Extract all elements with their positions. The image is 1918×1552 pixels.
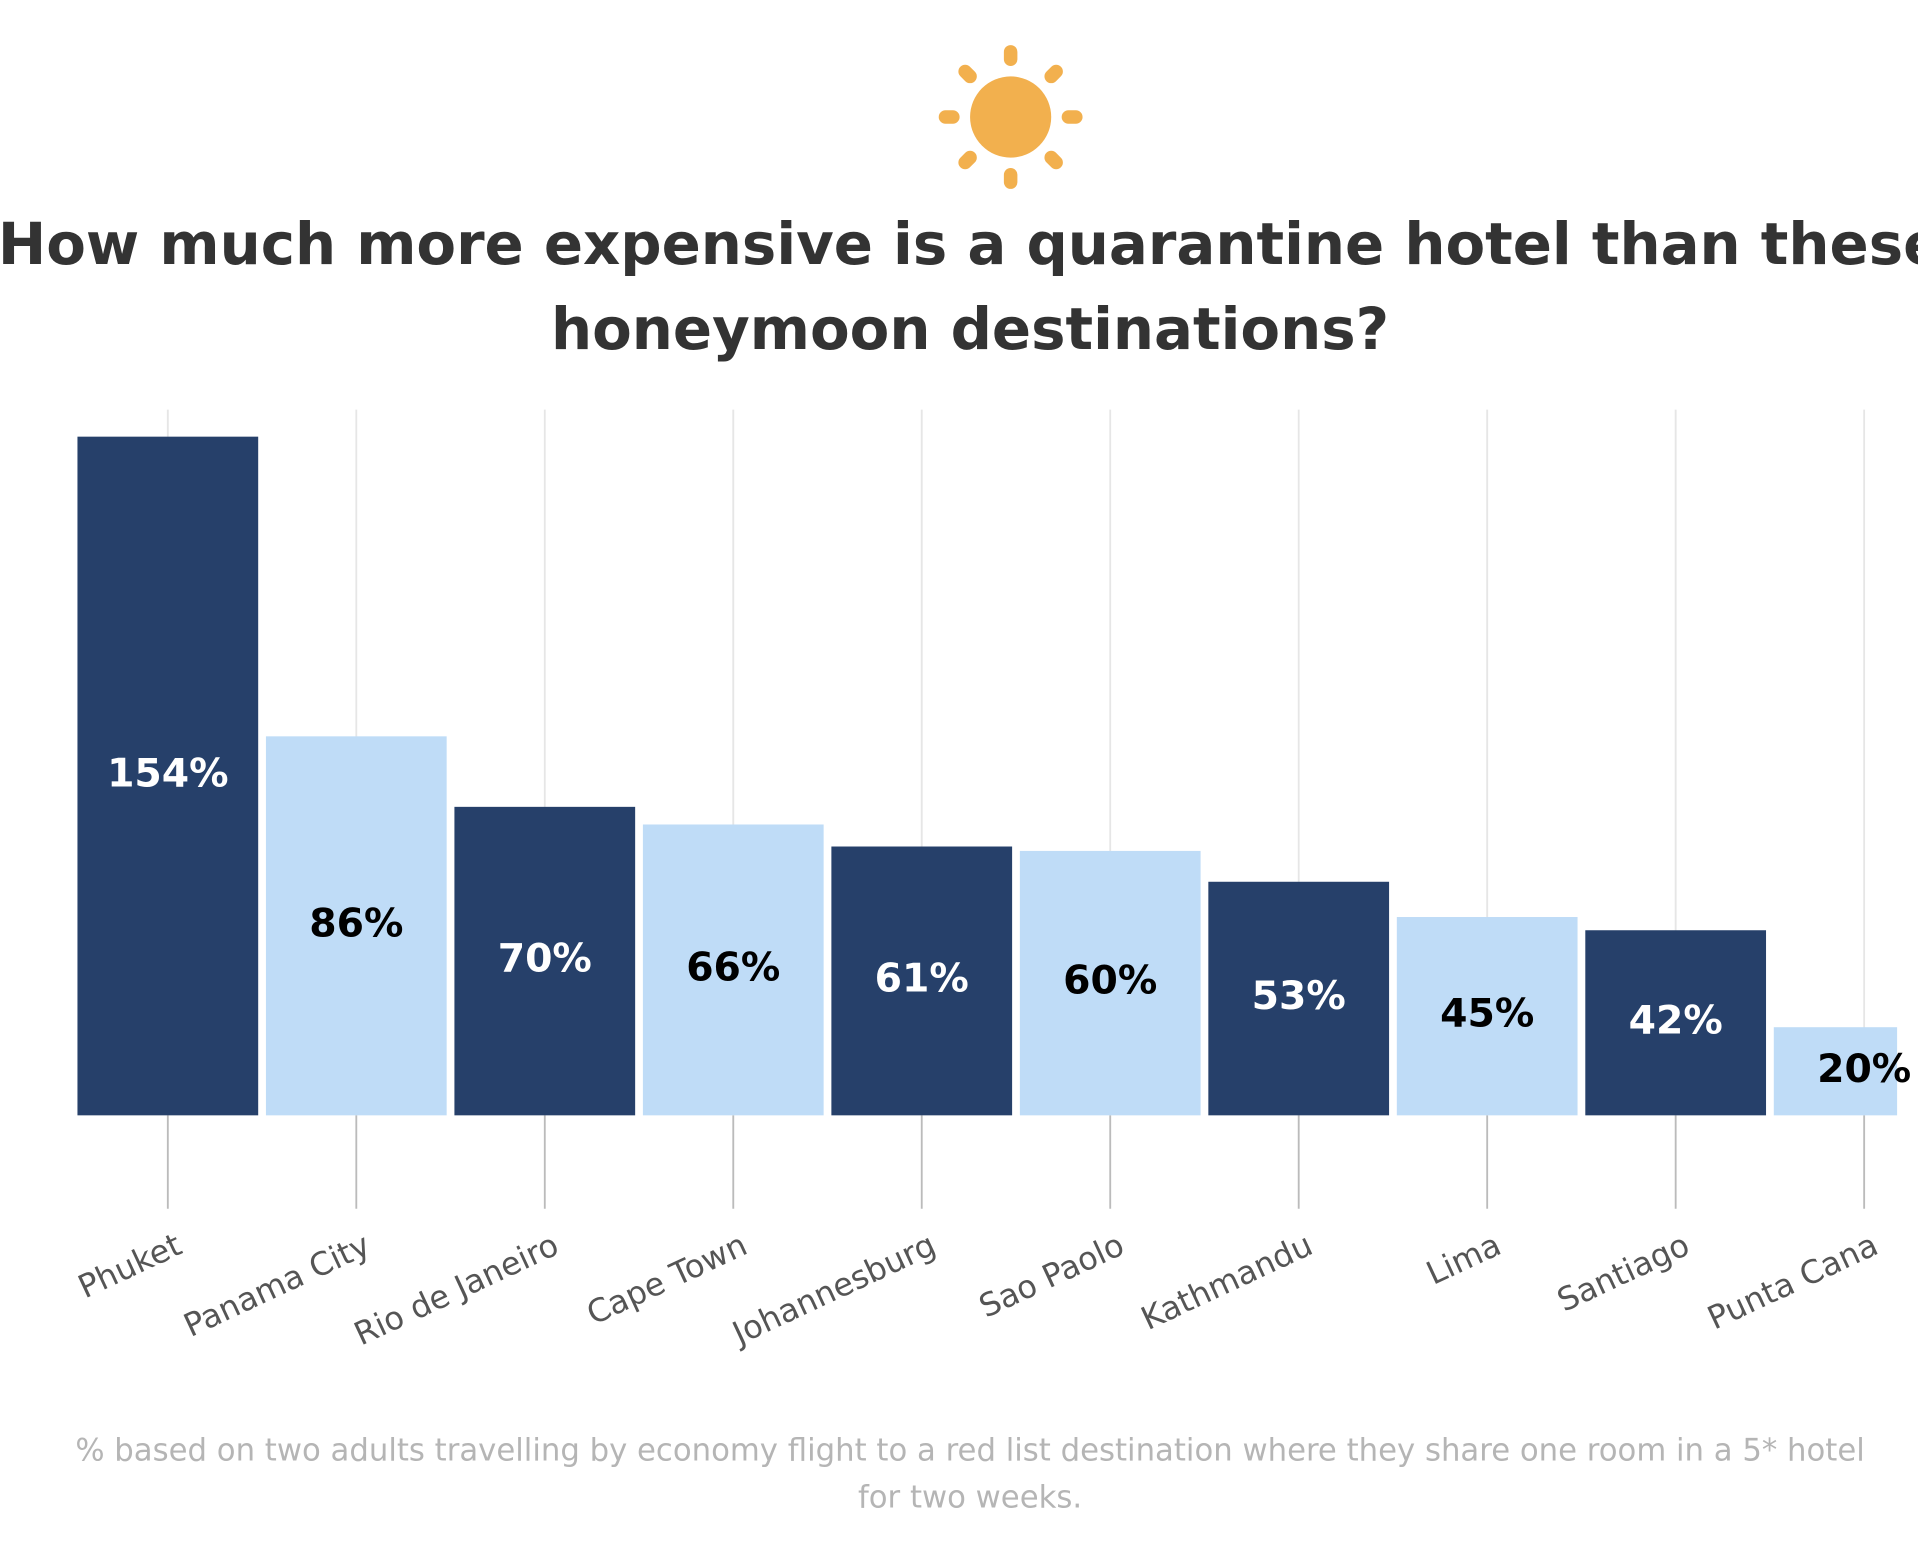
chart-title: honeymoon destinations? [551,295,1389,363]
value-label: 45% [1440,991,1534,1037]
footnote: for two weeks. [858,1479,1082,1515]
bar [1585,930,1767,1116]
sun-icon [938,45,1083,189]
footnote: % based on two adults travelling by econ… [75,1433,1864,1469]
sun-ray [958,64,977,84]
bar [454,806,636,1116]
sun-disc [970,76,1052,158]
value-label: 154% [107,751,229,797]
sun-ray [1044,150,1063,170]
value-label: 61% [875,955,969,1001]
value-label: 60% [1063,958,1157,1004]
value-label: 53% [1252,973,1346,1019]
bar [77,436,259,1116]
sun-ray [958,150,977,170]
bar [642,824,824,1116]
sun-ray [1044,64,1063,84]
bar [1773,1027,1898,1116]
value-label: 42% [1629,997,1723,1043]
value-label: 20% [1817,1046,1911,1092]
bar [831,846,1013,1116]
bar [1019,850,1201,1116]
value-label: 70% [498,936,592,982]
chart-title: How much more expensive is a quarantine … [0,210,1918,278]
value-label: 66% [686,944,780,990]
value-label: 86% [309,900,403,946]
bar [1208,881,1390,1116]
bar [265,736,447,1116]
bar [1396,917,1578,1116]
